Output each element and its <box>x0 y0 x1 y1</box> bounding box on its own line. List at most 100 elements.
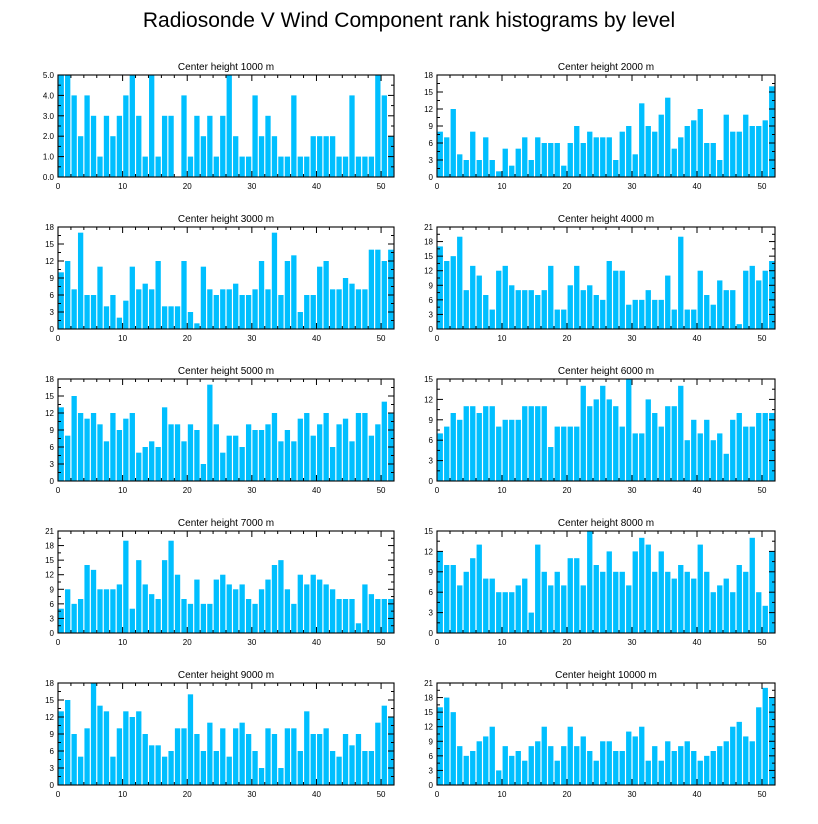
bar <box>567 285 573 329</box>
x-tick-label: 40 <box>693 790 702 799</box>
bar <box>723 290 729 329</box>
bar <box>187 603 194 633</box>
y-tick-label: 12 <box>424 267 433 276</box>
bar <box>717 280 723 329</box>
y-tick-label: 18 <box>424 238 433 247</box>
bar <box>136 560 142 633</box>
bar <box>522 137 528 177</box>
bar <box>710 440 716 481</box>
bar <box>736 324 742 329</box>
bar <box>671 406 677 481</box>
bar <box>329 447 336 481</box>
y-tick-label: 12 <box>424 105 433 114</box>
bar <box>762 605 768 633</box>
bar <box>207 384 213 481</box>
bar <box>342 278 349 329</box>
bar <box>233 136 239 177</box>
bar <box>613 571 619 633</box>
bar <box>174 424 181 481</box>
x-tick-label: 30 <box>628 486 637 495</box>
bar <box>639 103 645 177</box>
bar <box>444 137 450 177</box>
y-tick-label: 3 <box>50 460 55 469</box>
bar <box>697 109 703 177</box>
bar <box>129 717 135 785</box>
bar <box>652 746 658 785</box>
bar <box>97 589 103 633</box>
y-tick-label: 3 <box>429 156 434 165</box>
bar <box>77 136 84 177</box>
bar <box>483 736 489 785</box>
bar <box>704 755 710 785</box>
bar <box>271 232 278 329</box>
bar <box>574 558 580 633</box>
bar <box>187 694 194 785</box>
y-tick-label: 21 <box>45 527 54 536</box>
bar <box>769 86 775 177</box>
panel-title: Center height 6000 m <box>558 366 654 377</box>
bar <box>142 447 148 481</box>
bar <box>77 599 84 633</box>
bar <box>258 589 265 633</box>
bar <box>323 413 329 481</box>
x-tick-label: 40 <box>312 182 321 191</box>
bar <box>509 592 515 633</box>
bar <box>658 551 664 633</box>
bar <box>278 156 284 177</box>
bar <box>463 571 469 633</box>
bar <box>84 95 90 177</box>
bar <box>762 120 768 177</box>
bar <box>375 75 381 177</box>
bar <box>554 143 560 177</box>
bar <box>528 612 534 633</box>
bar <box>252 751 258 785</box>
bar <box>103 306 110 329</box>
bar <box>593 760 599 785</box>
bar <box>717 746 723 785</box>
bar <box>613 406 619 481</box>
bar <box>704 571 710 633</box>
bar <box>652 131 658 177</box>
bar <box>502 419 508 481</box>
bar <box>704 143 710 177</box>
bar <box>375 722 381 785</box>
y-tick-label: 6 <box>429 296 434 305</box>
bar <box>194 115 200 177</box>
bar <box>697 433 703 481</box>
bar <box>310 574 316 633</box>
bar <box>84 728 90 785</box>
bar <box>368 435 375 481</box>
bar <box>437 246 443 329</box>
y-tick-label: 9 <box>50 585 55 594</box>
bar <box>297 312 303 329</box>
bar <box>168 540 174 633</box>
bar <box>710 751 716 785</box>
bar <box>174 574 181 633</box>
bar <box>567 143 573 177</box>
bar <box>541 406 547 481</box>
bar <box>658 760 664 785</box>
bar <box>541 571 547 633</box>
x-tick-label: 50 <box>377 638 386 647</box>
bar <box>233 283 239 329</box>
bar <box>58 407 64 481</box>
x-tick-label: 10 <box>118 790 127 799</box>
x-tick-label: 50 <box>377 182 386 191</box>
bar <box>123 711 129 785</box>
bar <box>476 275 482 329</box>
bar <box>522 760 528 785</box>
bar <box>548 746 554 785</box>
bar <box>691 309 697 329</box>
x-tick-label: 40 <box>312 334 321 343</box>
x-tick-label: 10 <box>118 334 127 343</box>
y-tick-label: 15 <box>45 556 54 565</box>
x-tick-label: 0 <box>435 486 440 495</box>
bar <box>736 131 742 177</box>
bar <box>600 299 606 329</box>
x-tick-label: 10 <box>118 486 127 495</box>
bar <box>329 751 336 785</box>
y-tick-label: 9 <box>50 426 55 435</box>
bar <box>444 261 450 329</box>
x-tick-label: 20 <box>563 334 572 343</box>
bar <box>226 756 232 785</box>
